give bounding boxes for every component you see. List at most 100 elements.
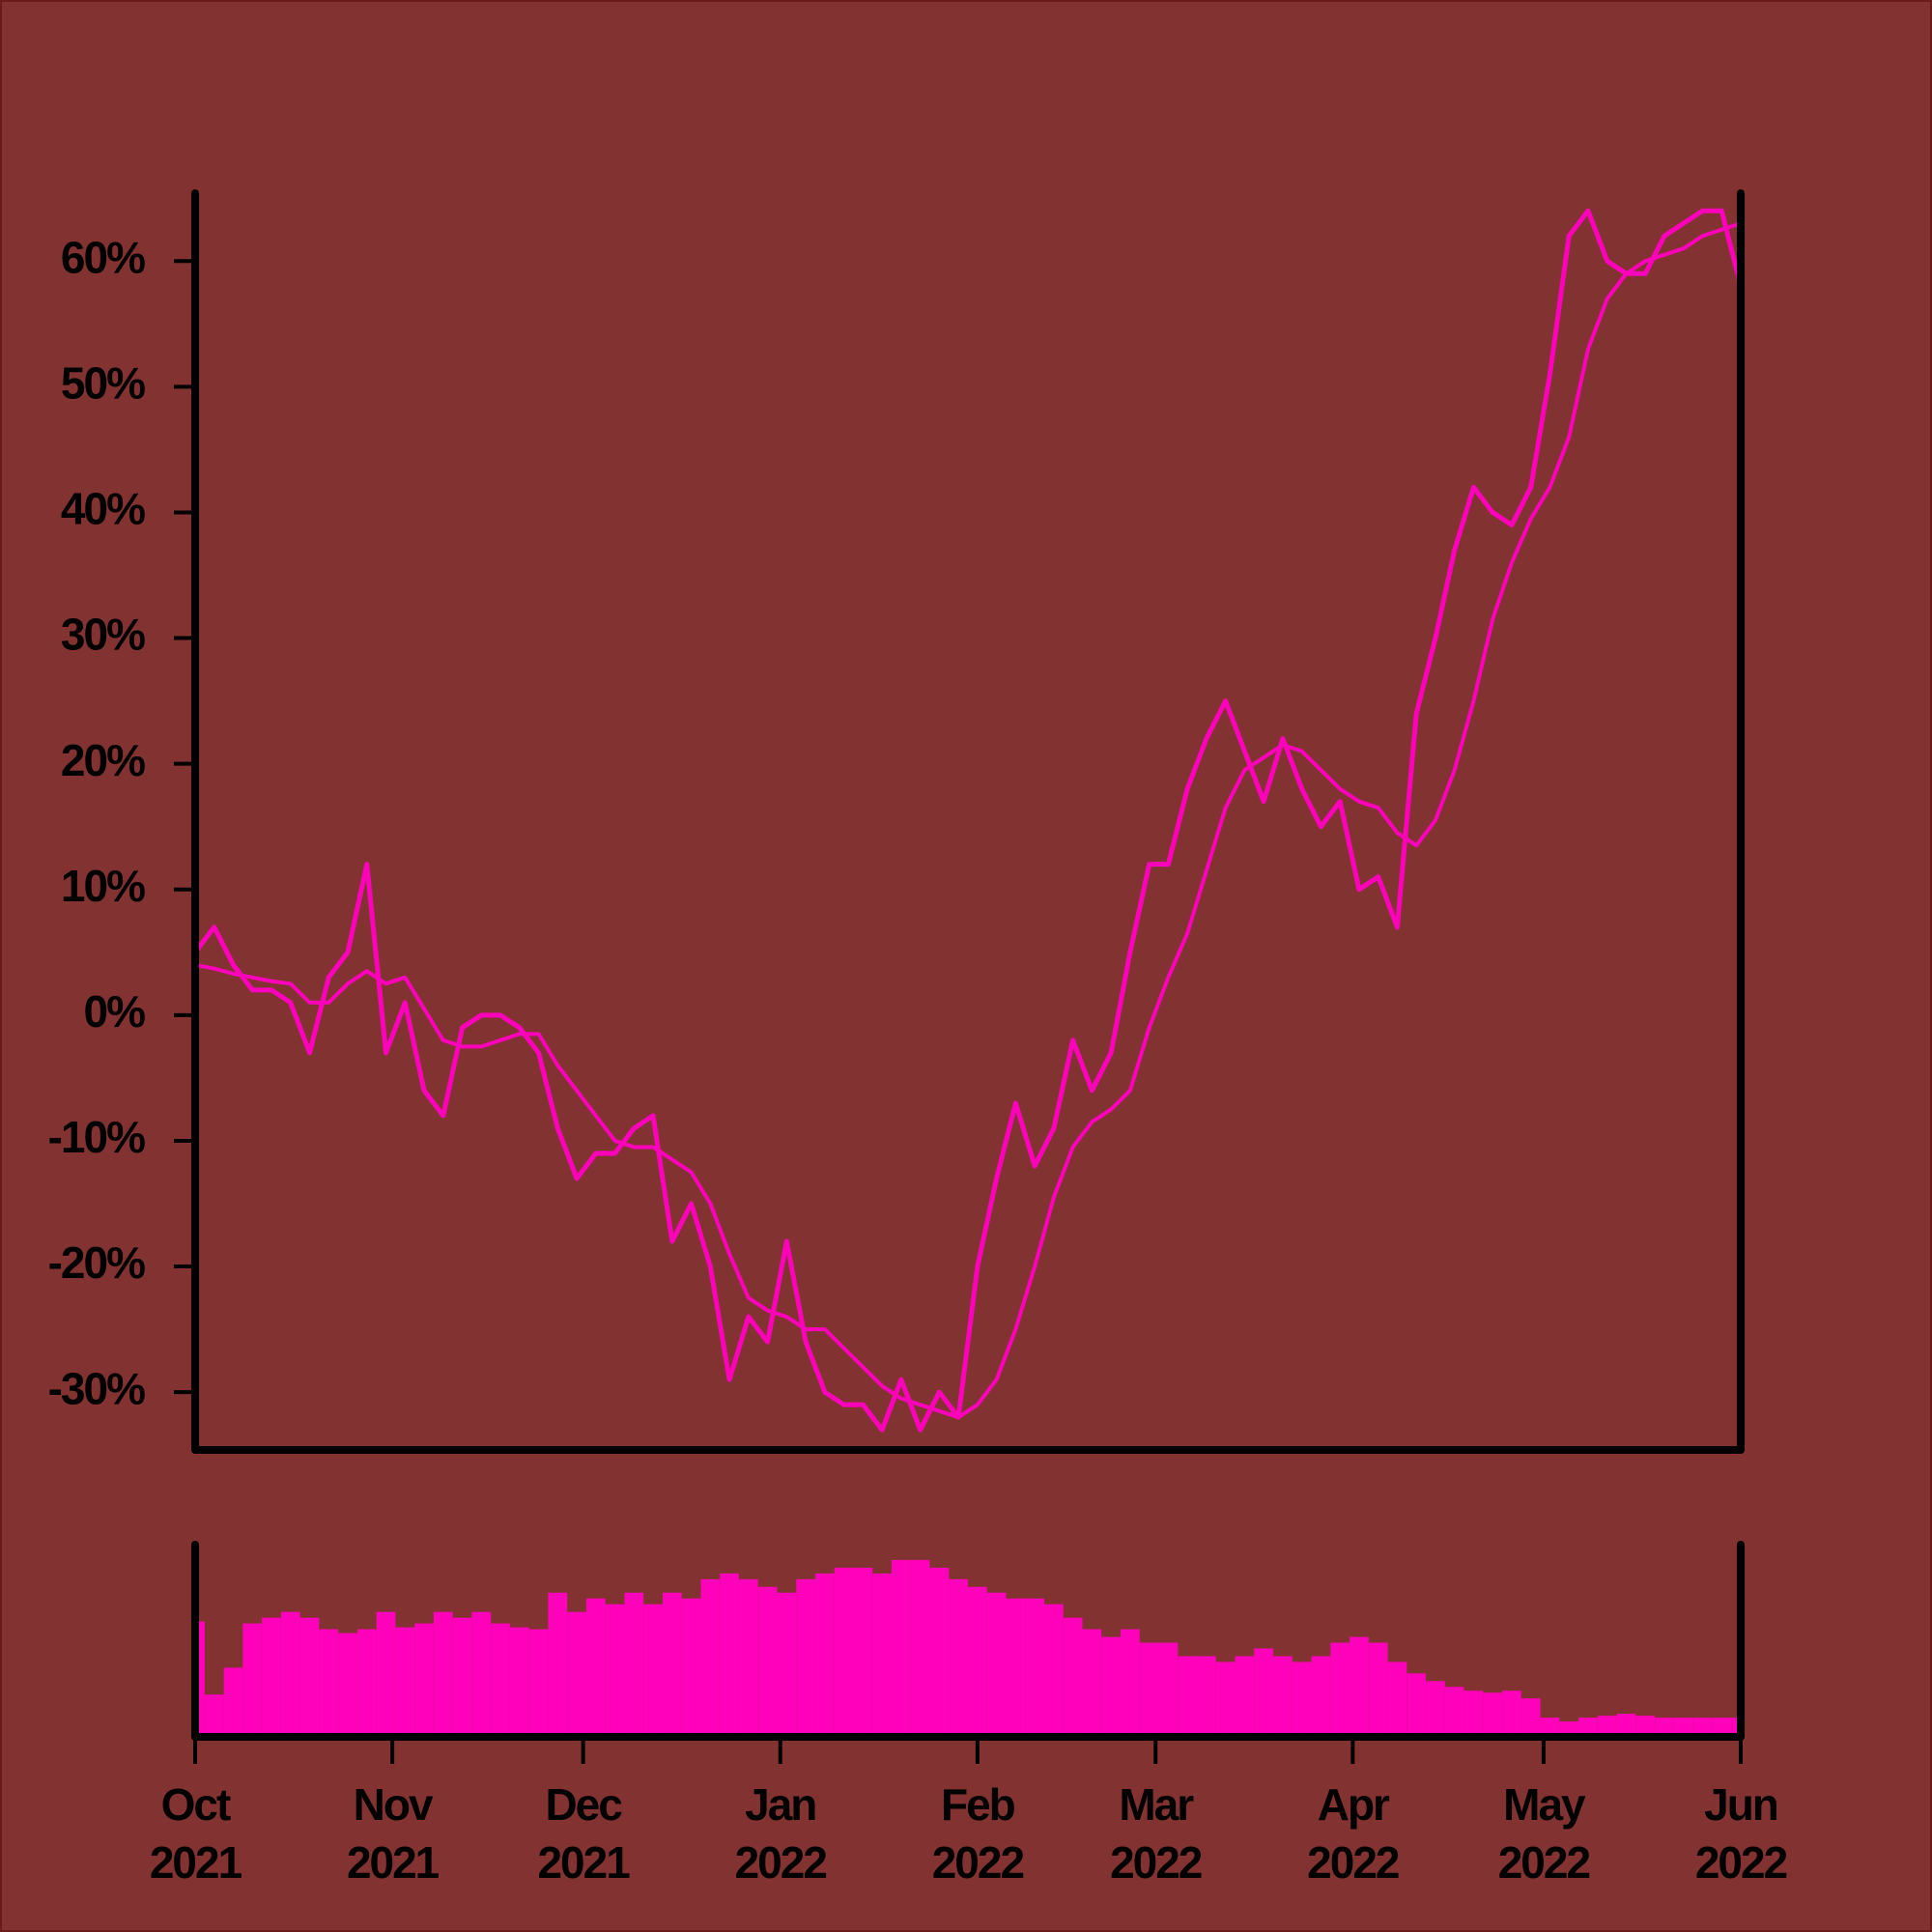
- volume-bar: [757, 1586, 778, 1737]
- price-line: [194, 221, 1742, 1420]
- volume-bar: [262, 1617, 281, 1737]
- x-tick-label: Oct 2021: [149, 1779, 242, 1888]
- volume-bar: [872, 1573, 892, 1737]
- volume-bar: [395, 1627, 415, 1737]
- y-tick-label: 30%: [61, 610, 145, 660]
- volume-bar: [1350, 1636, 1369, 1737]
- volume-bar: [853, 1567, 873, 1737]
- volume-bar: [1025, 1598, 1045, 1737]
- y-tick-label: 60%: [61, 232, 145, 282]
- volume-bar: [1520, 1698, 1541, 1737]
- volume-bar: [471, 1611, 492, 1737]
- x-tick-label: Feb 2022: [931, 1779, 1025, 1888]
- volume-bar: [1082, 1629, 1102, 1737]
- volume-bar: [1101, 1636, 1122, 1737]
- volume-bar: [1121, 1629, 1140, 1737]
- volume-bar: [662, 1592, 682, 1737]
- volume-bar: [1273, 1656, 1293, 1737]
- volume-bar: [1044, 1604, 1064, 1737]
- y-tick-label: 0%: [84, 986, 146, 1037]
- volume-bar: [700, 1578, 721, 1737]
- volume-bar: [814, 1573, 835, 1737]
- volume-bar: [1368, 1642, 1388, 1737]
- volume-bar: [1063, 1617, 1083, 1737]
- volume-bar: [1330, 1642, 1350, 1737]
- volume-bar: [1463, 1690, 1484, 1737]
- volume-bar: [891, 1559, 911, 1737]
- volume-bar: [1540, 1718, 1560, 1737]
- volume-bar: [356, 1629, 377, 1737]
- volume-bar: [319, 1629, 339, 1737]
- volume-bar: [624, 1592, 644, 1737]
- y-tick-label: -10%: [48, 1112, 145, 1162]
- volume-bar: [1235, 1656, 1255, 1737]
- x-tick-label: Jun 2022: [1694, 1779, 1788, 1888]
- volume-bar: [223, 1667, 243, 1737]
- volume-bar: [1158, 1642, 1179, 1737]
- volume-bar: [1616, 1714, 1636, 1737]
- volume-bar: [433, 1611, 453, 1737]
- volume-bar: [1673, 1718, 1693, 1737]
- volume-bar: [720, 1573, 739, 1737]
- x-tick-label: Apr 2022: [1307, 1779, 1400, 1888]
- volume-bar: [986, 1592, 1007, 1737]
- volume-bar: [1578, 1718, 1598, 1737]
- volume-bar: [1502, 1690, 1521, 1737]
- volume-bar: [1597, 1716, 1617, 1737]
- volume-bar: [1483, 1692, 1503, 1737]
- volume-bar: [910, 1559, 930, 1737]
- volume-bar: [1387, 1662, 1407, 1737]
- volume-bar: [1444, 1687, 1464, 1737]
- volume-bar: [1635, 1716, 1656, 1737]
- volume-bar: [585, 1598, 606, 1737]
- x-tick-label: Mar 2022: [1110, 1779, 1203, 1888]
- volume-bar: [681, 1598, 701, 1737]
- volume-bar: [280, 1611, 300, 1737]
- volume-bar: [491, 1623, 510, 1737]
- y-tick-label: -30%: [48, 1363, 145, 1413]
- volume-bar: [796, 1578, 815, 1737]
- y-tick-label: 20%: [61, 735, 145, 785]
- volume-bar: [949, 1578, 968, 1737]
- volume-bar: [968, 1586, 987, 1737]
- volume-bar: [834, 1567, 854, 1737]
- volume-bar: [376, 1611, 396, 1737]
- price-line: [193, 208, 1744, 1433]
- y-tick-label: 50%: [61, 358, 145, 409]
- volume-bar: [299, 1617, 320, 1737]
- volume-bar: [1006, 1598, 1026, 1737]
- x-tick-label: Jan 2022: [734, 1779, 828, 1888]
- volume-bar: [195, 1621, 205, 1737]
- x-tick-label: May 2022: [1497, 1779, 1591, 1888]
- volume-bar: [1426, 1681, 1445, 1737]
- volume-bar: [929, 1567, 950, 1737]
- volume-bar: [643, 1604, 663, 1737]
- volume-bar: [1406, 1673, 1427, 1737]
- volume-bar: [1692, 1718, 1713, 1737]
- volume-bar: [1292, 1662, 1312, 1737]
- volume-bar: [1655, 1718, 1674, 1737]
- axis-frame: [191, 189, 1745, 1454]
- volume-bar: [452, 1617, 472, 1737]
- volume-bar: [777, 1592, 797, 1737]
- volume-bar: [1712, 1718, 1732, 1737]
- volume-bar: [242, 1623, 263, 1737]
- volume-bar: [509, 1627, 529, 1737]
- volume-bar: [204, 1694, 224, 1737]
- volume-bar: [1139, 1642, 1159, 1737]
- volume-bar: [1178, 1656, 1198, 1737]
- volume-bar: [528, 1629, 549, 1737]
- volume-bar: [1311, 1656, 1331, 1737]
- y-tick-label: 40%: [61, 484, 145, 534]
- x-tick-label: Dec 2021: [537, 1779, 630, 1888]
- y-tick-label: -20%: [48, 1237, 145, 1288]
- volume-bar: [605, 1604, 625, 1737]
- axis-frame: [191, 1541, 1745, 1741]
- volume-bar: [1215, 1662, 1236, 1737]
- volume-bar: [1254, 1648, 1274, 1737]
- volume-bar: [548, 1592, 568, 1737]
- volume-bar: [738, 1578, 758, 1737]
- y-tick-label: 10%: [61, 861, 145, 911]
